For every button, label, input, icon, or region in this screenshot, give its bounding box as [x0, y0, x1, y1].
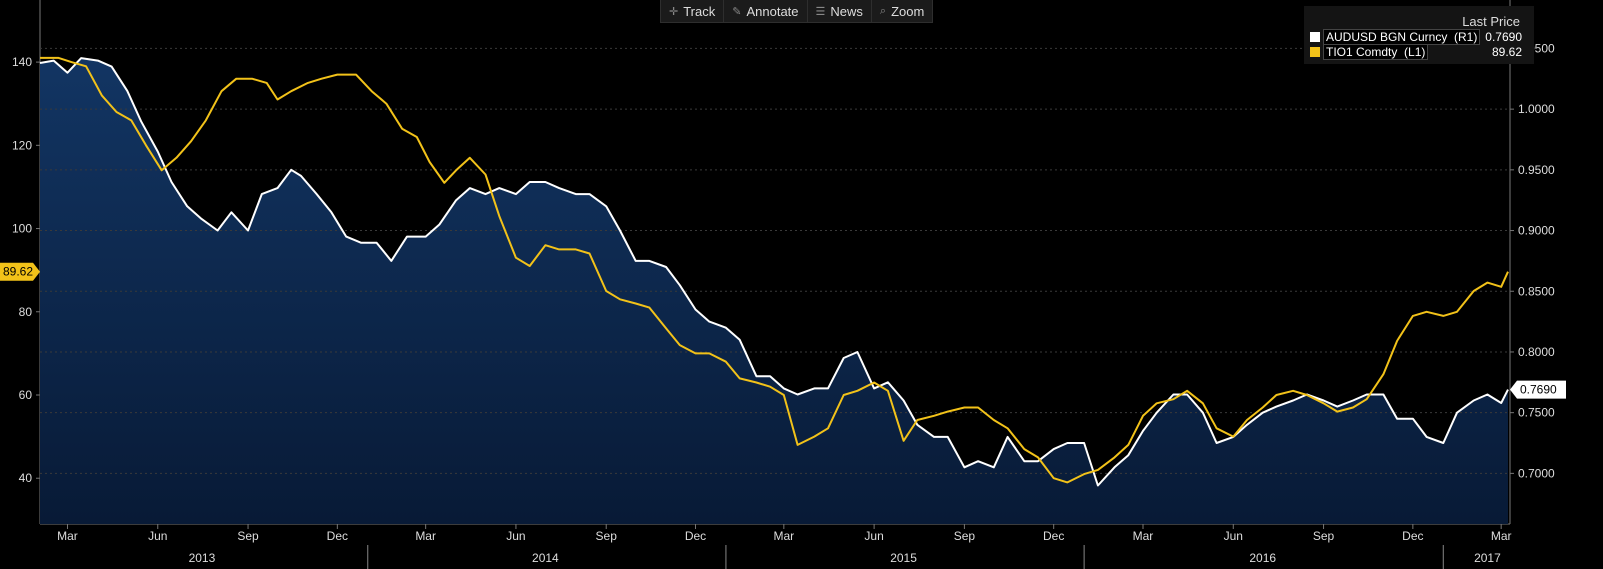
x-tick-label-10: Sep: [954, 529, 976, 543]
legend-value-audusd: 0.7690: [1485, 29, 1522, 44]
news-icon: ☰: [815, 5, 826, 18]
x-tick-label-2: Sep: [237, 529, 259, 543]
year-label-4: 2017: [1474, 551, 1501, 565]
x-tick-label-8: Mar: [773, 529, 794, 543]
audusd-line: [39, 57, 1509, 487]
crosshair-icon: ✛: [669, 5, 679, 18]
left-tick-label-5: 140: [12, 55, 32, 69]
year-label-2: 2015: [890, 551, 917, 565]
right-tick-label-3: 0.8500: [1518, 284, 1555, 298]
legend-name-audusd: AUDUSD BGN Curncy (R1): [1323, 28, 1481, 45]
left-tick-label-0: 40: [19, 471, 33, 485]
audusd-last-label: 0.7690: [1520, 383, 1557, 397]
x-tick-label-6: Sep: [596, 529, 618, 543]
x-tick-label-15: Dec: [1402, 529, 1423, 543]
audusd-area: [40, 58, 1508, 524]
track-button[interactable]: ✛ Track: [661, 0, 725, 22]
right-tick-label-0: 0.7000: [1518, 466, 1555, 480]
x-tick-label-13: Jun: [1224, 529, 1243, 543]
x-tick-label-3: Dec: [327, 529, 348, 543]
audusd-swatch: [1310, 31, 1320, 42]
track-label: Track: [683, 3, 716, 19]
iron-ore-last-label: 89.62: [3, 265, 33, 279]
year-label-1: 2014: [532, 551, 559, 565]
chart-toolbar: ✛ Track ✎ Annotate ☰ News ⌕ Zoom: [660, 0, 934, 23]
x-tick-label-5: Jun: [506, 529, 525, 543]
legend-value-iron-ore: 89.62: [1491, 44, 1522, 59]
right-tick-label-5: 0.9500: [1518, 163, 1555, 177]
iron-ore-swatch: [1310, 46, 1320, 57]
zoom-button[interactable]: ⌕ Zoom: [872, 0, 932, 22]
right-tick-label-4: 0.9000: [1518, 224, 1555, 238]
year-label-3: 2016: [1249, 551, 1276, 565]
audusd-last-badge: [1510, 380, 1566, 399]
x-tick-label-11: Dec: [1043, 529, 1064, 543]
x-tick-label-4: Mar: [415, 529, 436, 543]
x-tick-label-0: Mar: [57, 529, 78, 543]
pencil-icon: ✎: [732, 5, 742, 18]
legend-heading: Last Price: [1462, 14, 1520, 29]
right-tick-label-6: 1.0000: [1518, 102, 1555, 116]
annotate-label: Annotate: [746, 3, 799, 19]
zoom-label: Zoom: [891, 3, 925, 19]
iron-ore-line: [40, 56, 1509, 484]
x-tick-label-14: Sep: [1313, 529, 1335, 543]
news-button[interactable]: ☰ News: [808, 0, 872, 22]
annotate-button[interactable]: ✎ Annotate: [724, 0, 808, 22]
left-tick-label-1: 60: [19, 388, 33, 402]
news-label: News: [830, 3, 863, 19]
legend-entry-audusd[interactable]: AUDUSD BGN Curncy (R1) 0.7690: [1304, 28, 1534, 45]
legend-entry-iron-ore[interactable]: TIO1 Comdty (L1) 89.62: [1304, 43, 1534, 60]
left-tick-label-4: 120: [12, 138, 32, 152]
x-tick-label-9: Jun: [864, 529, 883, 543]
right-tick-label-1: 0.7500: [1518, 406, 1555, 420]
left-tick-label-2: 80: [19, 305, 33, 319]
iron-ore-last-badge: [0, 262, 40, 281]
x-tick-label-16: Mar: [1491, 529, 1512, 543]
x-tick-label-7: Dec: [685, 529, 706, 543]
x-tick-label-1: Jun: [148, 529, 167, 543]
right-tick-label-2: 0.8000: [1518, 345, 1555, 359]
left-tick-label-3: 100: [12, 222, 32, 236]
year-label-0: 2013: [189, 551, 216, 565]
magnifier-icon: ⌕: [879, 4, 887, 17]
x-tick-label-12: Mar: [1133, 529, 1154, 543]
legend: Last Price AUDUSD BGN Curncy (R1) 0.7690…: [1304, 6, 1534, 64]
legend-name-iron-ore: TIO1 Comdty (L1): [1323, 43, 1429, 60]
